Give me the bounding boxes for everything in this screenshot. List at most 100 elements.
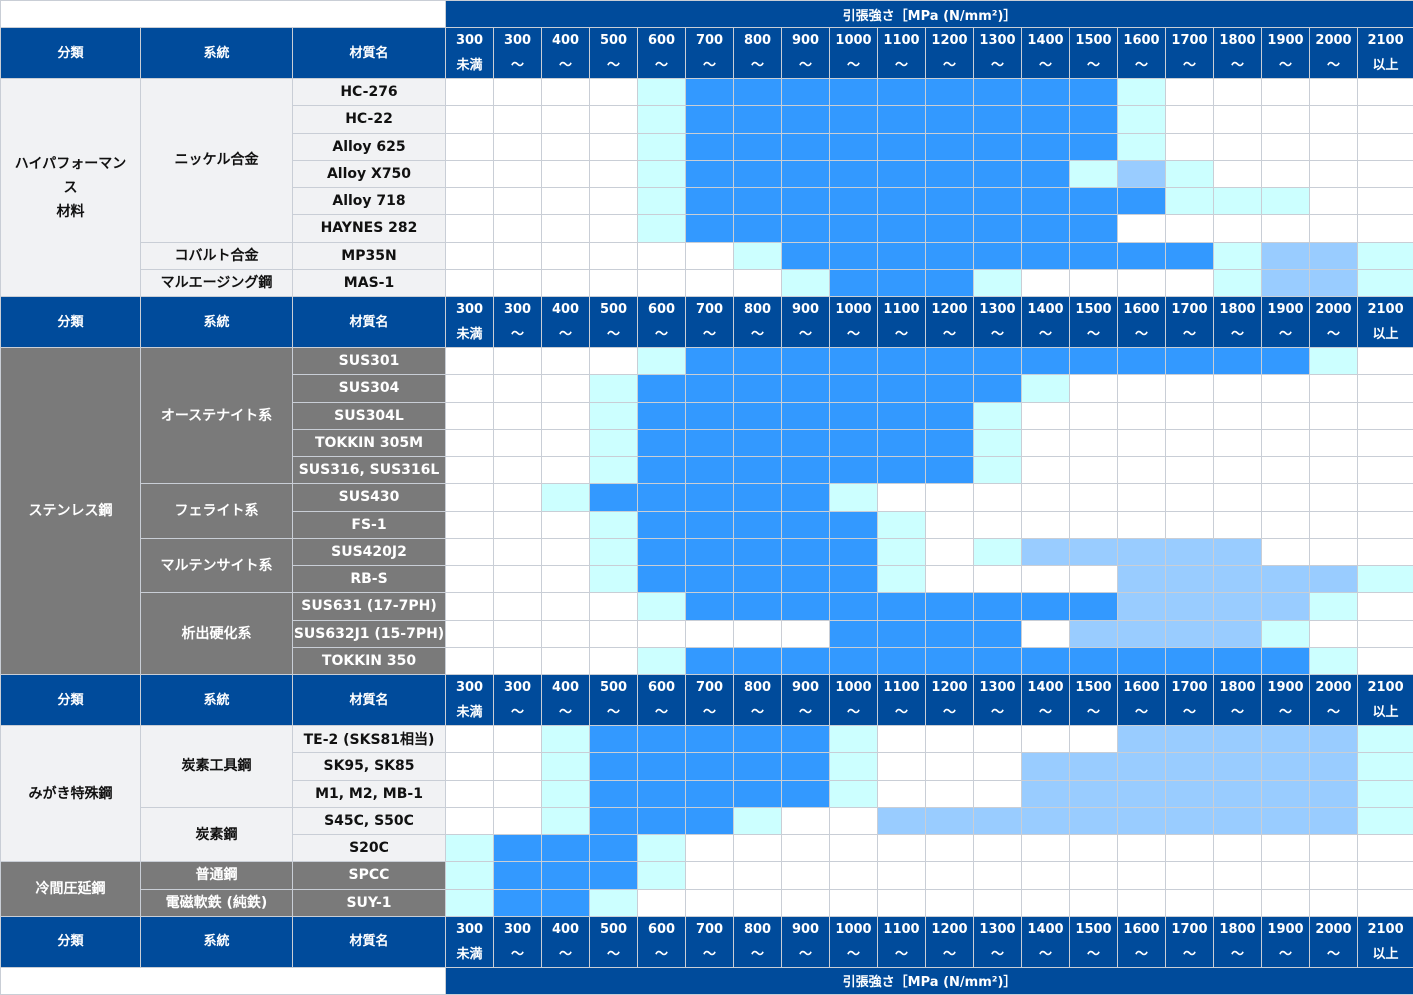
strength-cell (782, 457, 830, 484)
range-header: 1300〜 (974, 297, 1022, 348)
strength-cell (1070, 862, 1118, 889)
strength-cell (1310, 511, 1358, 538)
range-value: 800 (734, 675, 781, 700)
strength-cell (782, 538, 830, 565)
strength-cell (734, 862, 782, 889)
strength-cell (1358, 348, 1413, 375)
strength-cell (830, 133, 878, 160)
strength-cell (1022, 566, 1070, 593)
range-suffix: 〜 (1214, 700, 1261, 725)
strength-cell (446, 429, 494, 456)
strength-cell (1358, 429, 1413, 456)
strength-cell (830, 647, 878, 674)
material-name: SUS430 (293, 484, 446, 511)
strength-cell (782, 889, 830, 916)
range-value: 1700 (1166, 28, 1213, 53)
strength-cell (974, 862, 1022, 889)
strength-cell (1166, 835, 1214, 862)
strength-cell (1022, 160, 1070, 187)
strength-cell (590, 242, 638, 269)
range-value: 1300 (974, 675, 1021, 700)
strength-cell (1118, 835, 1166, 862)
range-header: 1200〜 (926, 297, 974, 348)
strength-cell (542, 269, 590, 296)
range-value: 300 (494, 917, 541, 942)
range-suffix: 未満 (446, 942, 493, 967)
range-header: 1000〜 (830, 916, 878, 967)
strength-cell (830, 862, 878, 889)
range-header: 1000〜 (830, 28, 878, 79)
strength-cell (590, 593, 638, 620)
strength-cell (782, 160, 830, 187)
strength-cell (1310, 215, 1358, 242)
strength-cell (1166, 647, 1214, 674)
strength-cell (1022, 188, 1070, 215)
range-value: 1100 (878, 675, 925, 700)
strength-cell (1022, 835, 1070, 862)
strength-cell (638, 780, 686, 807)
strength-cell (1214, 106, 1262, 133)
range-suffix: 〜 (1262, 700, 1309, 725)
strength-cell (494, 620, 542, 647)
strength-cell (1214, 511, 1262, 538)
strength-cell (782, 429, 830, 456)
strength-cell (1070, 160, 1118, 187)
range-suffix: 〜 (926, 322, 973, 347)
strength-cell (1262, 79, 1310, 106)
strength-cell (446, 753, 494, 780)
range-value: 1900 (1262, 675, 1309, 700)
strength-cell (830, 242, 878, 269)
strength-cell (782, 215, 830, 242)
strength-cell (734, 835, 782, 862)
strength-cell (1262, 647, 1310, 674)
strength-cell (974, 889, 1022, 916)
range-suffix: 〜 (1310, 700, 1357, 725)
range-suffix: 〜 (1070, 53, 1117, 78)
strength-cell (686, 538, 734, 565)
range-value: 1800 (1214, 297, 1261, 322)
range-header: 1700〜 (1166, 675, 1214, 726)
strength-cell (1118, 242, 1166, 269)
header-category: 分類 (1, 675, 141, 726)
strength-cell (1070, 593, 1118, 620)
strength-cell (1262, 133, 1310, 160)
strength-cell (494, 780, 542, 807)
strength-cell (542, 375, 590, 402)
strength-cell (686, 188, 734, 215)
range-suffix: 〜 (1022, 53, 1069, 78)
range-suffix: 〜 (494, 942, 541, 967)
material-name: RB-S (293, 566, 446, 593)
strength-cell (1022, 862, 1070, 889)
strength-cell (974, 511, 1022, 538)
strength-cell (1262, 807, 1310, 834)
strength-cell (830, 780, 878, 807)
range-value: 1200 (926, 297, 973, 322)
range-header: 1900〜 (1262, 28, 1310, 79)
range-suffix: 〜 (1310, 322, 1357, 347)
strength-cell (590, 457, 638, 484)
strength-cell (1214, 862, 1262, 889)
strength-cell (1358, 566, 1413, 593)
strength-cell (686, 160, 734, 187)
strength-cell (1310, 726, 1358, 753)
range-value: 1200 (926, 917, 973, 942)
material-name: TOKKIN 305M (293, 429, 446, 456)
strength-cell (1310, 188, 1358, 215)
strength-cell (830, 889, 878, 916)
strength-cell (1166, 375, 1214, 402)
range-header: 1500〜 (1070, 297, 1118, 348)
strength-cell (1358, 106, 1413, 133)
strength-cell (734, 889, 782, 916)
range-header: 400〜 (542, 916, 590, 967)
strength-cell (734, 807, 782, 834)
strength-cell (638, 375, 686, 402)
strength-cell (446, 889, 494, 916)
strength-cell (734, 726, 782, 753)
strength-cell (1166, 160, 1214, 187)
